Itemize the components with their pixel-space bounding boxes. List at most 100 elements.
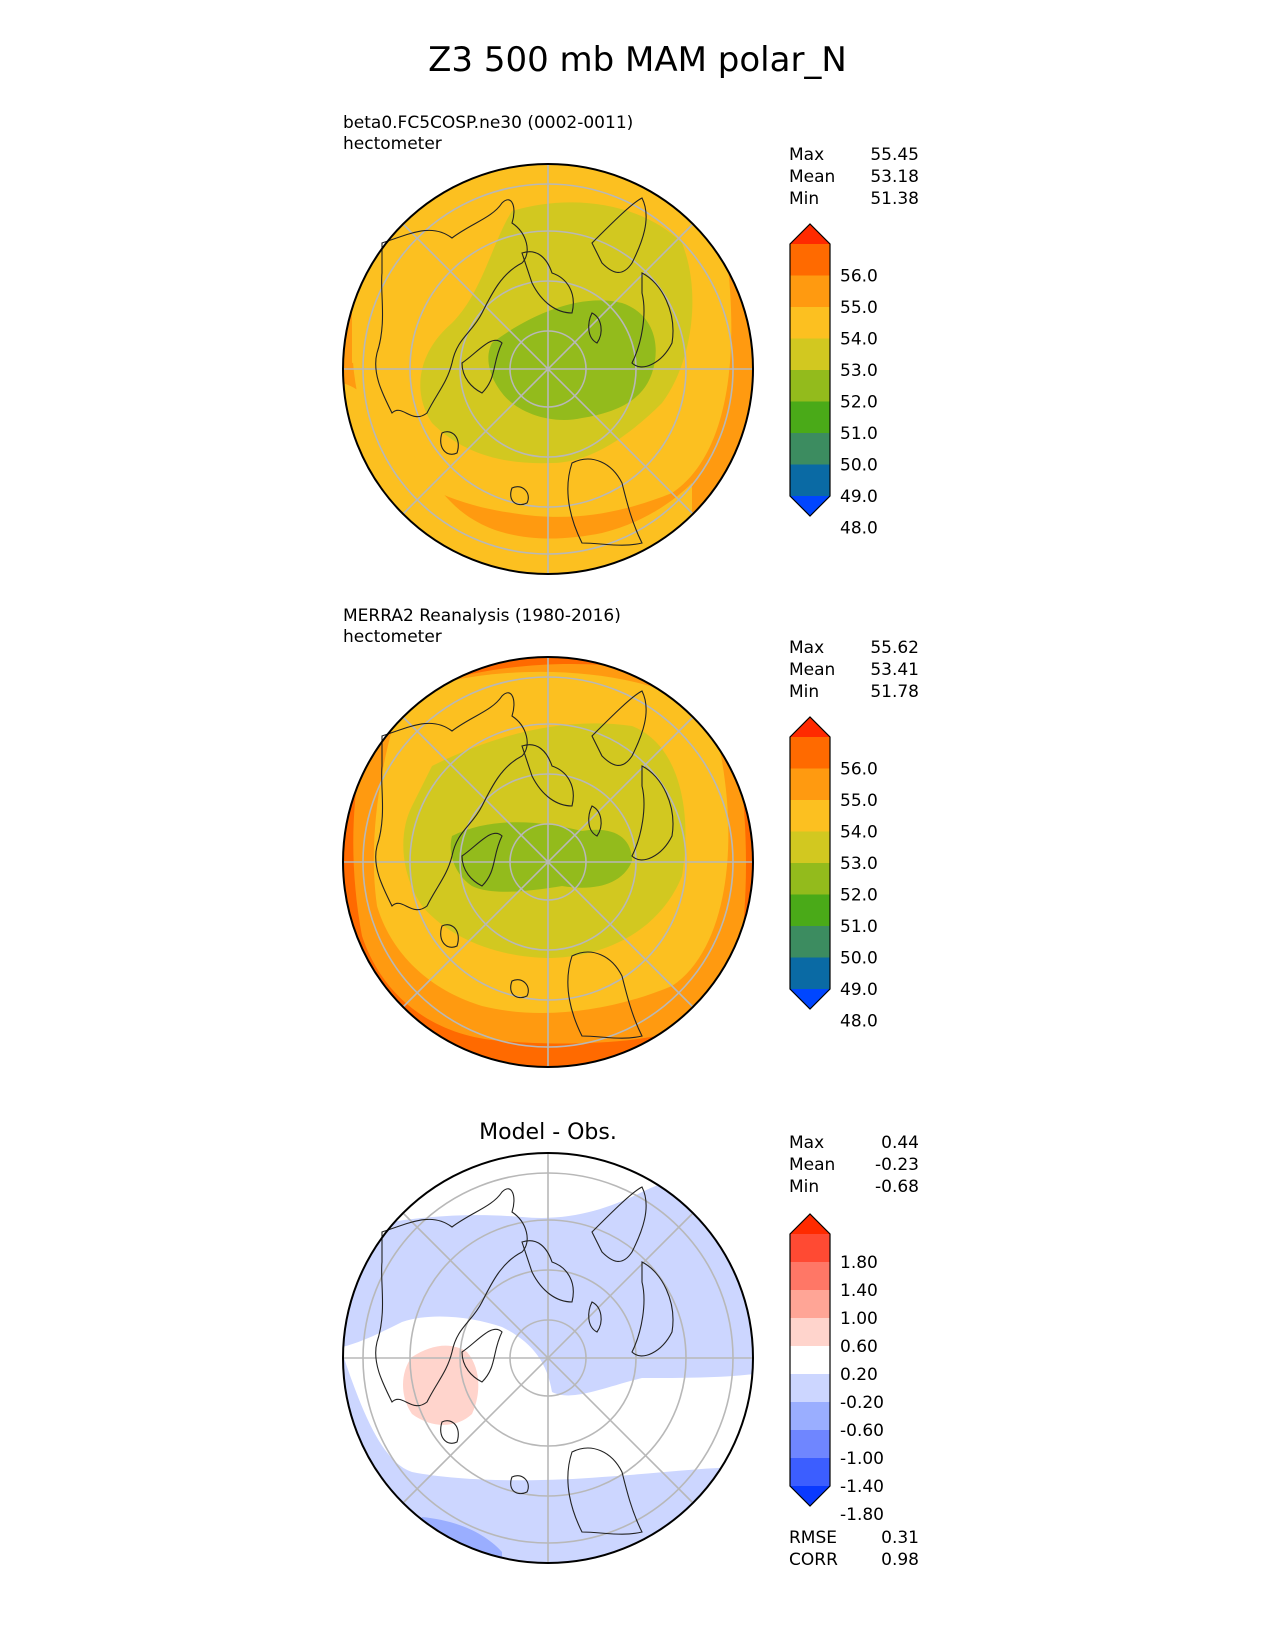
panel-2-units: hectometer [343,627,442,647]
colorbar-tick-label: 51.0 [840,917,878,937]
panel-3-metrics: RMSE 0.31 CORR 0.98 [789,1527,919,1571]
stat-value: 55.45 [870,145,919,165]
stat-label: Max [789,145,825,165]
colorbar-segment [790,831,830,864]
stat-label: Max [789,638,825,658]
colorbar-tick-label: 50.0 [840,456,878,476]
colorbar-segment [790,338,830,371]
colorbar-segment [790,737,830,769]
metric-value: 0.31 [881,1528,919,1548]
contour-51-52 [450,822,632,892]
colorbar-reference: 56.0 55.0 54.0 53.0 52.0 51.0 50.0 49.0 48.0 [789,716,878,1032]
colorbar-segment [790,1486,830,1506]
coastlines [375,690,674,1039]
colorbar-tick-label: 1.80 [840,1253,878,1273]
stat-label: Mean [789,660,836,680]
colorbar-tick-label: 0.20 [840,1365,878,1385]
colorbar-tick-label: 1.40 [840,1281,878,1301]
colorbar-tick-label: 55.0 [840,791,878,811]
coastlines [375,1186,674,1535]
colorbar-tick-label: 52.0 [840,886,878,906]
stat-label: Mean [789,1155,836,1175]
contour-51-52 [488,300,656,421]
colorbar-tick-label: 56.0 [840,267,878,287]
colorbar-tick-label: 54.0 [840,823,878,843]
colorbar-outline [789,223,831,517]
colorbar-outline [789,716,831,1010]
graticule [343,657,753,1067]
colorbar-segment [790,1214,830,1234]
colorbar-segment [790,1234,830,1263]
colorbar-segment [790,1458,830,1487]
colorbar-segment [790,863,830,895]
colorbar-tick-label: -1.80 [840,1505,884,1525]
colorbar-segment [790,717,830,737]
colorbar-segment [790,1402,830,1431]
colorbar-tick-label: -0.20 [840,1393,884,1413]
panel-1-stats: Max 55.45 Mean 53.18 Min 51.38 [789,144,919,210]
colorbar-segment [790,433,830,465]
colorbar-tick-label: 0.60 [840,1337,878,1357]
colorbar-segment [790,464,830,497]
colorbar-segment [790,1290,830,1319]
stat-value: -0.68 [875,1177,919,1197]
contour-53-54-west [352,173,552,363]
colorbar-segment [790,1262,830,1291]
colorbar-segment [790,926,830,958]
stat-label: Min [789,682,820,702]
colorbar-tick-label: 51.0 [840,424,878,444]
contour-53-54-south [343,383,692,574]
stat-value: 55.62 [870,638,919,658]
panel-3-title: Model - Obs. [479,1120,617,1145]
panel-1-case-name: beta0.FC5COSP.ne30 (0002-0011) [343,113,634,133]
colorbar-tick-label: 53.0 [840,361,878,381]
colorbar-segment [790,244,830,276]
colorbar-segment [790,1374,830,1403]
colorbar-segment [790,768,830,801]
colorbar-tick-label: 55.0 [840,298,878,318]
panel-2-caption: MERRA2 Reanalysis (1980-2016) hectometer [343,606,621,648]
colorbar-tick-label: 53.0 [840,854,878,874]
colorbar-segment [790,307,830,339]
panel-1-units: hectometer [343,134,442,154]
colorbar-tick-label: -1.00 [840,1449,884,1469]
colorbar-tick-label: 49.0 [840,980,878,1000]
colorbar-segment [790,370,830,402]
colorbar-segment [790,957,830,990]
colorbar-segment [790,496,830,516]
metric-label: RMSE [789,1528,838,1548]
colorbar-segment [790,1430,830,1459]
colorbar-segment [790,1346,830,1375]
colorbar-tick-label: 54.0 [840,330,878,350]
colorbar-tick-label: 48.0 [840,1012,878,1032]
colorbar-tick-label: 48.0 [840,519,878,539]
colorbar-test: 56.0 55.0 54.0 53.0 52.0 51.0 50.0 49.0 48.0 [789,223,878,539]
stat-value: 53.41 [870,660,919,680]
map-boundary [342,656,754,1068]
polar-map-reference [342,656,754,1068]
colorbar-tick-label: 49.0 [840,487,878,507]
stat-label: Max [789,1133,825,1153]
colorbar-tick-label: -0.60 [840,1421,884,1441]
stat-label: Mean [789,167,836,187]
coastlines [375,197,674,546]
colorbar-tick-label: 56.0 [840,760,878,780]
graticule [343,164,753,574]
panel-1-caption: beta0.FC5COSP.ne30 (0002-0011) hectomete… [343,113,633,155]
stat-value: -0.23 [875,1155,919,1175]
colorbar-segment [790,275,830,308]
metric-value: 0.98 [881,1550,919,1570]
panel-3-stats: Max 0.44 Mean -0.23 Min -0.68 [789,1132,919,1198]
polar-map-difference [342,1152,754,1564]
colorbar-outline [789,1213,831,1507]
colorbar-tick-label: 1.00 [840,1309,878,1329]
colorbar-tick-label: 52.0 [840,393,878,413]
panel-2-stats: Max 55.62 Mean 53.41 Min 51.78 [789,637,919,703]
map-boundary [342,1152,754,1564]
metric-label: CORR [789,1550,838,1570]
stat-value: 53.18 [870,167,919,187]
colorbar-difference: 1.80 1.40 1.00 0.60 0.20 -0.20 -0.60 -1.00 -1.40… [789,1213,884,1525]
stat-label: Min [789,189,820,209]
map-boundary [342,163,754,575]
stat-value: 51.78 [870,682,919,702]
